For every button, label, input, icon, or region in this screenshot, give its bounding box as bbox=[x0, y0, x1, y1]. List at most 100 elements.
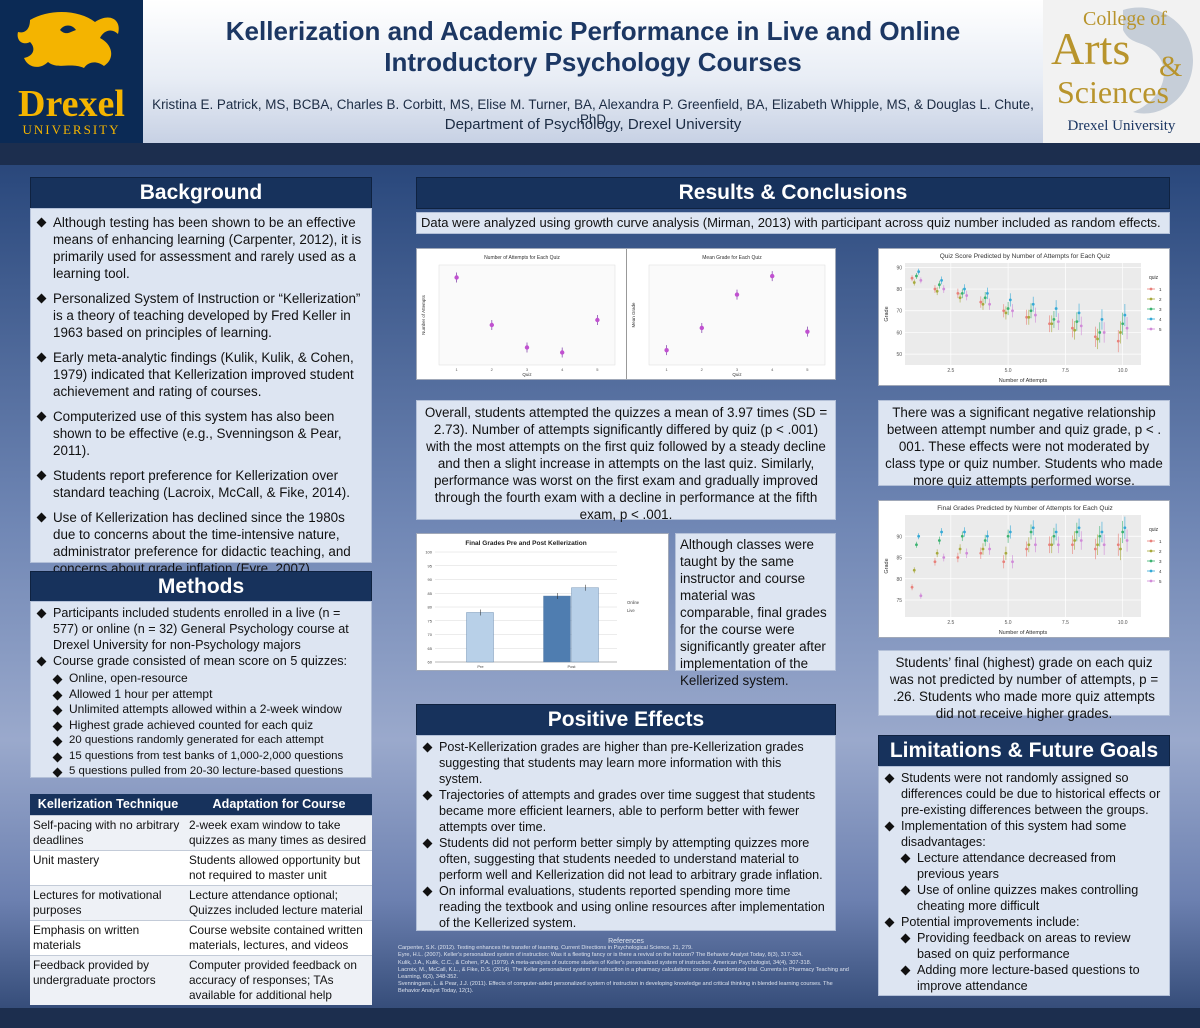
limitations-list-2: Potential improvements include: bbox=[879, 914, 1169, 930]
data-point bbox=[1006, 307, 1010, 310]
list-item: Potential improvements include: bbox=[883, 914, 1163, 930]
list-item: Online, open-resource bbox=[35, 671, 365, 687]
tick-label: 2 bbox=[491, 367, 494, 372]
plot-area bbox=[905, 263, 1141, 365]
table-row: Lectures for motivational purposes Lectu… bbox=[30, 885, 372, 921]
methods-list: Participants included students enrolled … bbox=[31, 602, 371, 671]
bar bbox=[571, 587, 599, 663]
tick-label: 2.5 bbox=[947, 368, 954, 374]
data-point bbox=[1048, 543, 1051, 547]
legend-entry: 2 bbox=[1159, 549, 1162, 554]
header-stripe bbox=[0, 143, 1200, 165]
data-point bbox=[1011, 309, 1014, 313]
data-point bbox=[1027, 315, 1031, 319]
data-point bbox=[956, 556, 960, 559]
data-point bbox=[983, 296, 987, 300]
results-paragraph-2: Although classes were taught by the same… bbox=[675, 533, 836, 688]
chart-title: Quiz Score Predicted by Number of Attemp… bbox=[940, 253, 1111, 260]
data-point bbox=[1079, 324, 1083, 328]
data-point bbox=[1027, 543, 1031, 547]
authors: Kristina E. Patrick, MS, BCBA, Charles B… bbox=[152, 97, 1034, 127]
tick-label: 80 bbox=[428, 605, 433, 610]
list-item: Lecture attendance decreased from previo… bbox=[883, 850, 1163, 882]
chart-title: Number of Attempts for Each Quiz bbox=[484, 255, 560, 261]
data-point bbox=[912, 568, 916, 572]
department: Department of Psychology, Drexel Univers… bbox=[444, 116, 742, 133]
limitations-heading: Limitations & Future Goals bbox=[878, 735, 1170, 767]
data-point bbox=[912, 281, 916, 284]
data-point bbox=[1077, 311, 1081, 315]
legend-entry: 2 bbox=[1159, 297, 1162, 302]
chart-title: Mean Grade for Each Quiz bbox=[702, 255, 762, 261]
data-point bbox=[1123, 526, 1127, 530]
data-point bbox=[919, 278, 923, 282]
background-list: Although testing has been shown to be an… bbox=[31, 209, 371, 591]
tick-label: Post bbox=[567, 664, 576, 669]
results-paragraph-3: There was a significant negative relatio… bbox=[878, 400, 1170, 488]
data-point bbox=[981, 302, 985, 306]
legend-marker bbox=[1149, 549, 1153, 553]
x-axis-label: Quiz bbox=[732, 372, 742, 377]
methods-heading: Methods bbox=[30, 571, 372, 603]
figure-divider bbox=[626, 249, 627, 379]
table-cell: Feedback provided by undergraduate proct… bbox=[30, 955, 186, 1005]
reference-item: Lacroix, M., McCall, K.L., & Fike, D.S. … bbox=[398, 966, 849, 981]
data-point bbox=[917, 270, 921, 274]
tick-label: 1 bbox=[665, 367, 668, 372]
data-point bbox=[1004, 551, 1008, 555]
plot-area bbox=[648, 264, 826, 366]
table-row: Self-pacing with no arbitrary deadlines … bbox=[30, 815, 372, 851]
data-point bbox=[699, 325, 704, 331]
data-point bbox=[933, 287, 937, 291]
data-point bbox=[985, 534, 989, 538]
logo-arts: Arts bbox=[1051, 23, 1131, 74]
list-item: Post-Kellerization grades are higher tha… bbox=[421, 739, 827, 787]
table-cell: Self-pacing with no arbitrary deadlines bbox=[30, 815, 186, 851]
final-grade-attempts-figure: Final Grades Predicted by Number of Atte… bbox=[878, 500, 1170, 638]
data-point bbox=[560, 350, 565, 355]
tick-label: 10.0 bbox=[1118, 368, 1128, 374]
results-paragraph-4: Students’ final (highest) grade on each … bbox=[878, 650, 1170, 721]
methods-panel: Participants included students enrolled … bbox=[30, 601, 372, 778]
legend-marker bbox=[1149, 559, 1153, 563]
tick-label: 5 bbox=[806, 367, 809, 372]
tick-label: 80 bbox=[896, 577, 902, 583]
tick-label: Pre bbox=[477, 664, 484, 669]
table-cell: Unit mastery bbox=[30, 850, 186, 886]
data-point bbox=[1029, 309, 1033, 313]
data-point bbox=[983, 539, 987, 542]
data-point bbox=[489, 322, 494, 328]
data-point bbox=[1052, 318, 1056, 321]
tick-label: 100 bbox=[425, 550, 432, 555]
poster-title: Kellerization and Academic Performance i… bbox=[225, 16, 961, 77]
references: References Carpenter, S.K. (2012). Testi… bbox=[398, 938, 854, 996]
data-point bbox=[1048, 322, 1051, 326]
data-point bbox=[1093, 547, 1097, 551]
legend-marker bbox=[1149, 297, 1153, 301]
reference-item: Eyre, H.L. (2007). Keller's personalized… bbox=[398, 952, 803, 959]
tick-label: 2.5 bbox=[947, 620, 954, 626]
tick-label: 2 bbox=[701, 367, 704, 372]
data-point bbox=[935, 289, 939, 293]
tick-label: 50 bbox=[896, 352, 902, 358]
bar bbox=[466, 612, 494, 663]
y-axis-label: Grade bbox=[884, 558, 890, 573]
tick-label: 4 bbox=[561, 367, 564, 372]
data-point bbox=[770, 273, 775, 279]
poster-header: Drexel UNIVERSITY Kellerization and Acad… bbox=[0, 0, 1200, 143]
data-point bbox=[960, 534, 964, 538]
data-point bbox=[1093, 335, 1097, 339]
data-point bbox=[1025, 315, 1029, 319]
drexel-logo: Drexel UNIVERSITY bbox=[0, 0, 143, 143]
data-point bbox=[919, 594, 923, 598]
tick-label: 5 bbox=[596, 367, 599, 372]
quiz-score-chart: Quiz Score Predicted by Number of Attemp… bbox=[884, 253, 1162, 384]
data-point bbox=[595, 317, 600, 323]
tick-label: 7.5 bbox=[1062, 368, 1069, 374]
table-row: Feedback provided by undergraduate proct… bbox=[30, 955, 372, 1005]
data-point bbox=[915, 543, 918, 547]
tick-label: 5.0 bbox=[1005, 620, 1012, 626]
y-axis-label: Grade bbox=[884, 306, 890, 321]
data-point bbox=[910, 585, 914, 589]
list-item: Trajectories of attempts and grades over… bbox=[421, 787, 827, 835]
